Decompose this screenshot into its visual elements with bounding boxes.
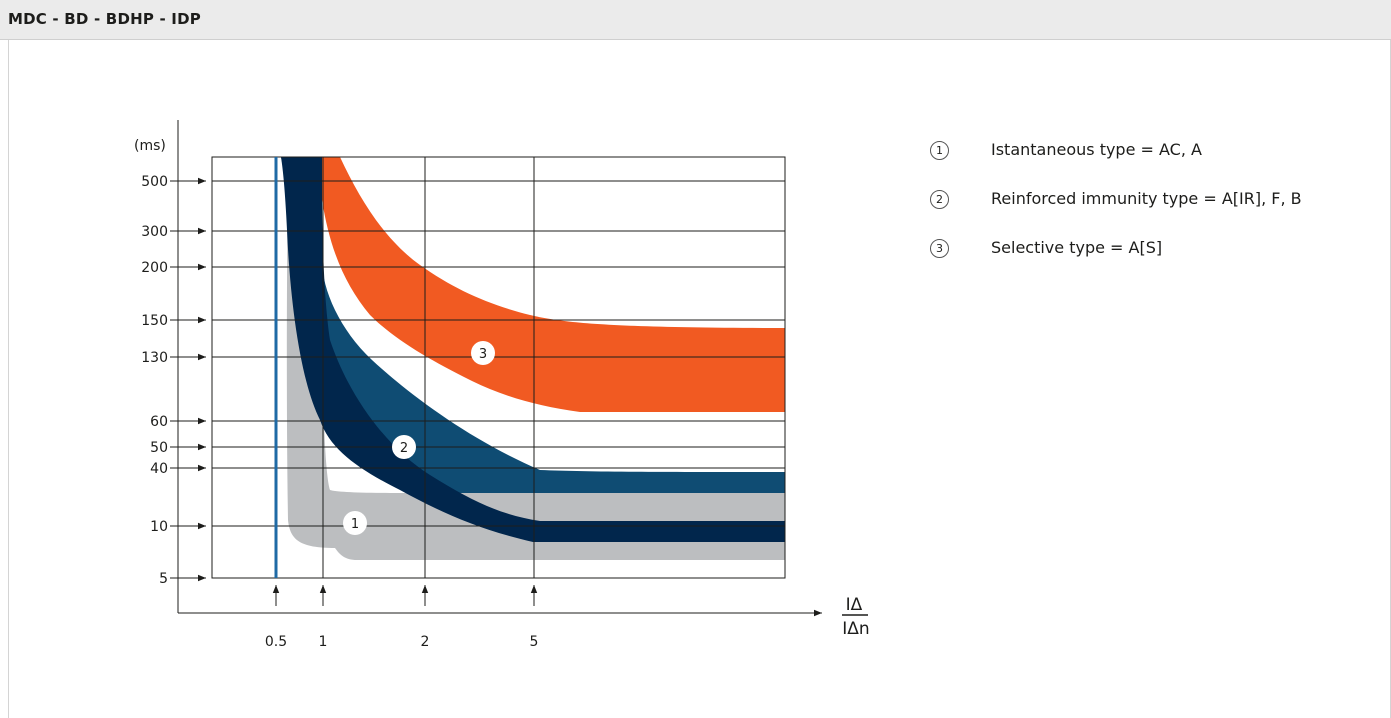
band-label-circle — [343, 511, 367, 535]
x-tick-label: 2 — [421, 634, 430, 650]
band-label-number: 2 — [400, 441, 408, 456]
y-tick-label: 50 — [150, 440, 168, 456]
page-title: MDC - BD - BDHP - IDP — [8, 10, 201, 28]
band-2-upper-area — [281, 157, 785, 493]
y-tick-label: 5 — [159, 571, 168, 587]
y-tick-label: 40 — [150, 461, 168, 477]
y-tick-label: 200 — [141, 260, 168, 276]
band-label-circle — [392, 435, 416, 459]
y-tick-label: 500 — [141, 174, 168, 190]
y-tick-label: 60 — [150, 414, 168, 430]
legend-number-badge: 1 — [930, 141, 949, 160]
legend-label: Reinforced immunity type = A[IR], F, B — [991, 189, 1302, 208]
header-bar: MDC - BD - BDHP - IDP — [0, 0, 1391, 40]
band-3-area — [322, 157, 785, 412]
y-axis-label: (ms) — [134, 138, 166, 154]
band-label-number: 3 — [479, 347, 487, 362]
band-1-area — [286, 157, 785, 560]
x-axis-label-denominator: IΔn — [842, 619, 869, 639]
x-tick-label: 1 — [319, 634, 328, 650]
band-label-group: 1 2 3 — [343, 341, 495, 535]
legend-number-badge: 2 — [930, 190, 949, 209]
y-tick-label: 130 — [141, 350, 168, 366]
horizontal-gridlines — [212, 180, 785, 527]
legend-number-badge: 3 — [930, 239, 949, 258]
legend-label: Selective type = A[S] — [991, 238, 1163, 257]
x-axis-label-numerator: IΔ — [846, 595, 863, 615]
legend-label: Istantaneous type = AC, A — [991, 140, 1202, 159]
y-tick-label: 10 — [150, 519, 168, 535]
vertical-gridlines — [322, 157, 535, 578]
x-tick-group: 0.5 1 2 5 — [265, 585, 539, 650]
x-tick-label: 0.5 — [265, 634, 287, 650]
y-tick-label: 150 — [141, 313, 168, 329]
grid-frame — [211, 156, 786, 579]
top-mask — [212, 120, 786, 157]
y-tick-group: 500 300 200 150 130 60 50 40 10 5 — [141, 174, 206, 587]
frame-left-border — [8, 40, 9, 718]
band-label-circle — [471, 341, 495, 365]
y-tick-label: 300 — [141, 224, 168, 240]
x-tick-label: 5 — [530, 634, 539, 650]
band-label-number: 1 — [351, 517, 359, 532]
